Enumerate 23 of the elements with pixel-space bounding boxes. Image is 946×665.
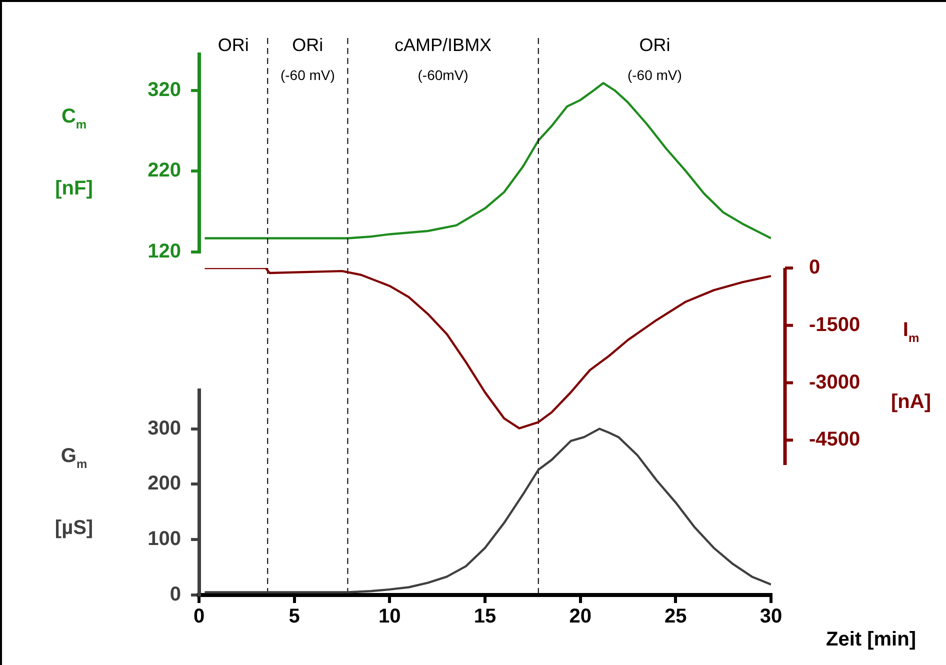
y-tick-label: 0 (170, 584, 181, 606)
y-tick-label: 120 (148, 240, 181, 263)
y-tick-label: 100 (148, 528, 181, 550)
y-tick-label: 220 (148, 160, 181, 182)
x-axis-title: Zeit [min] (826, 628, 916, 651)
y-tick-label: 300 (148, 417, 181, 440)
y2-tick-label: -4500 (809, 428, 860, 451)
y2-tick-label: -1500 (809, 314, 860, 336)
x-tick-label: 10 (378, 606, 401, 628)
y-tick-label: 320 (148, 78, 181, 101)
x-tick-label: 15 (474, 606, 496, 628)
x-tick-label: 30 (760, 606, 782, 628)
y-tick-label: 200 (148, 472, 181, 495)
annotation: ORi (-60 mV) (627, 34, 682, 83)
annotation: cAMP/IBMX (-60mV) (394, 34, 492, 83)
annotation: ORi (-60 mV) (280, 34, 335, 83)
x-tick-label: 0 (193, 606, 205, 628)
x-tick-label: 5 (288, 606, 300, 628)
y2-tick-label: -3000 (809, 371, 860, 394)
y2-tick-label: 0 (809, 256, 820, 279)
x-tick-label: 20 (569, 606, 592, 628)
annotation: ORi (218, 34, 249, 55)
x-tick-label: 25 (664, 606, 687, 628)
